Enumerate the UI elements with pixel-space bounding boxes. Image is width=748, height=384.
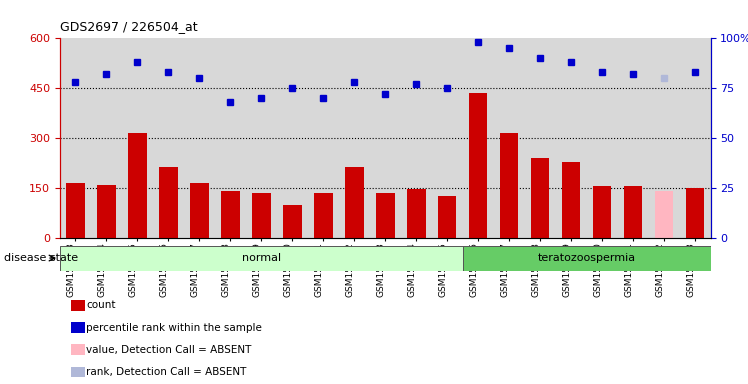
- Bar: [71, 300, 85, 311]
- Bar: [283, 205, 301, 238]
- Text: disease state: disease state: [4, 253, 78, 263]
- Bar: [463, 246, 711, 271]
- Text: value, Detection Call = ABSENT: value, Detection Call = ABSENT: [86, 345, 251, 355]
- Text: normal: normal: [242, 253, 280, 263]
- Bar: [97, 185, 116, 238]
- Bar: [407, 189, 426, 238]
- Bar: [159, 167, 177, 238]
- Text: count: count: [86, 300, 115, 310]
- Bar: [314, 193, 333, 238]
- Bar: [500, 133, 518, 238]
- Text: GDS2697 / 226504_at: GDS2697 / 226504_at: [60, 20, 197, 33]
- Bar: [71, 367, 85, 377]
- Bar: [624, 187, 643, 238]
- Bar: [376, 193, 394, 238]
- Bar: [221, 192, 239, 238]
- Bar: [66, 183, 85, 238]
- Bar: [686, 188, 705, 238]
- Bar: [562, 162, 580, 238]
- Text: teratozoospermia: teratozoospermia: [538, 253, 636, 263]
- Text: percentile rank within the sample: percentile rank within the sample: [86, 323, 262, 333]
- Bar: [71, 344, 85, 355]
- Bar: [71, 322, 85, 333]
- Bar: [252, 193, 271, 238]
- Bar: [128, 133, 147, 238]
- Bar: [469, 93, 488, 238]
- Text: rank, Detection Call = ABSENT: rank, Detection Call = ABSENT: [86, 367, 246, 377]
- Bar: [438, 197, 456, 238]
- Bar: [60, 246, 463, 271]
- Bar: [593, 187, 611, 238]
- Bar: [654, 192, 673, 238]
- Bar: [345, 167, 364, 238]
- Bar: [531, 158, 550, 238]
- Bar: [190, 183, 209, 238]
